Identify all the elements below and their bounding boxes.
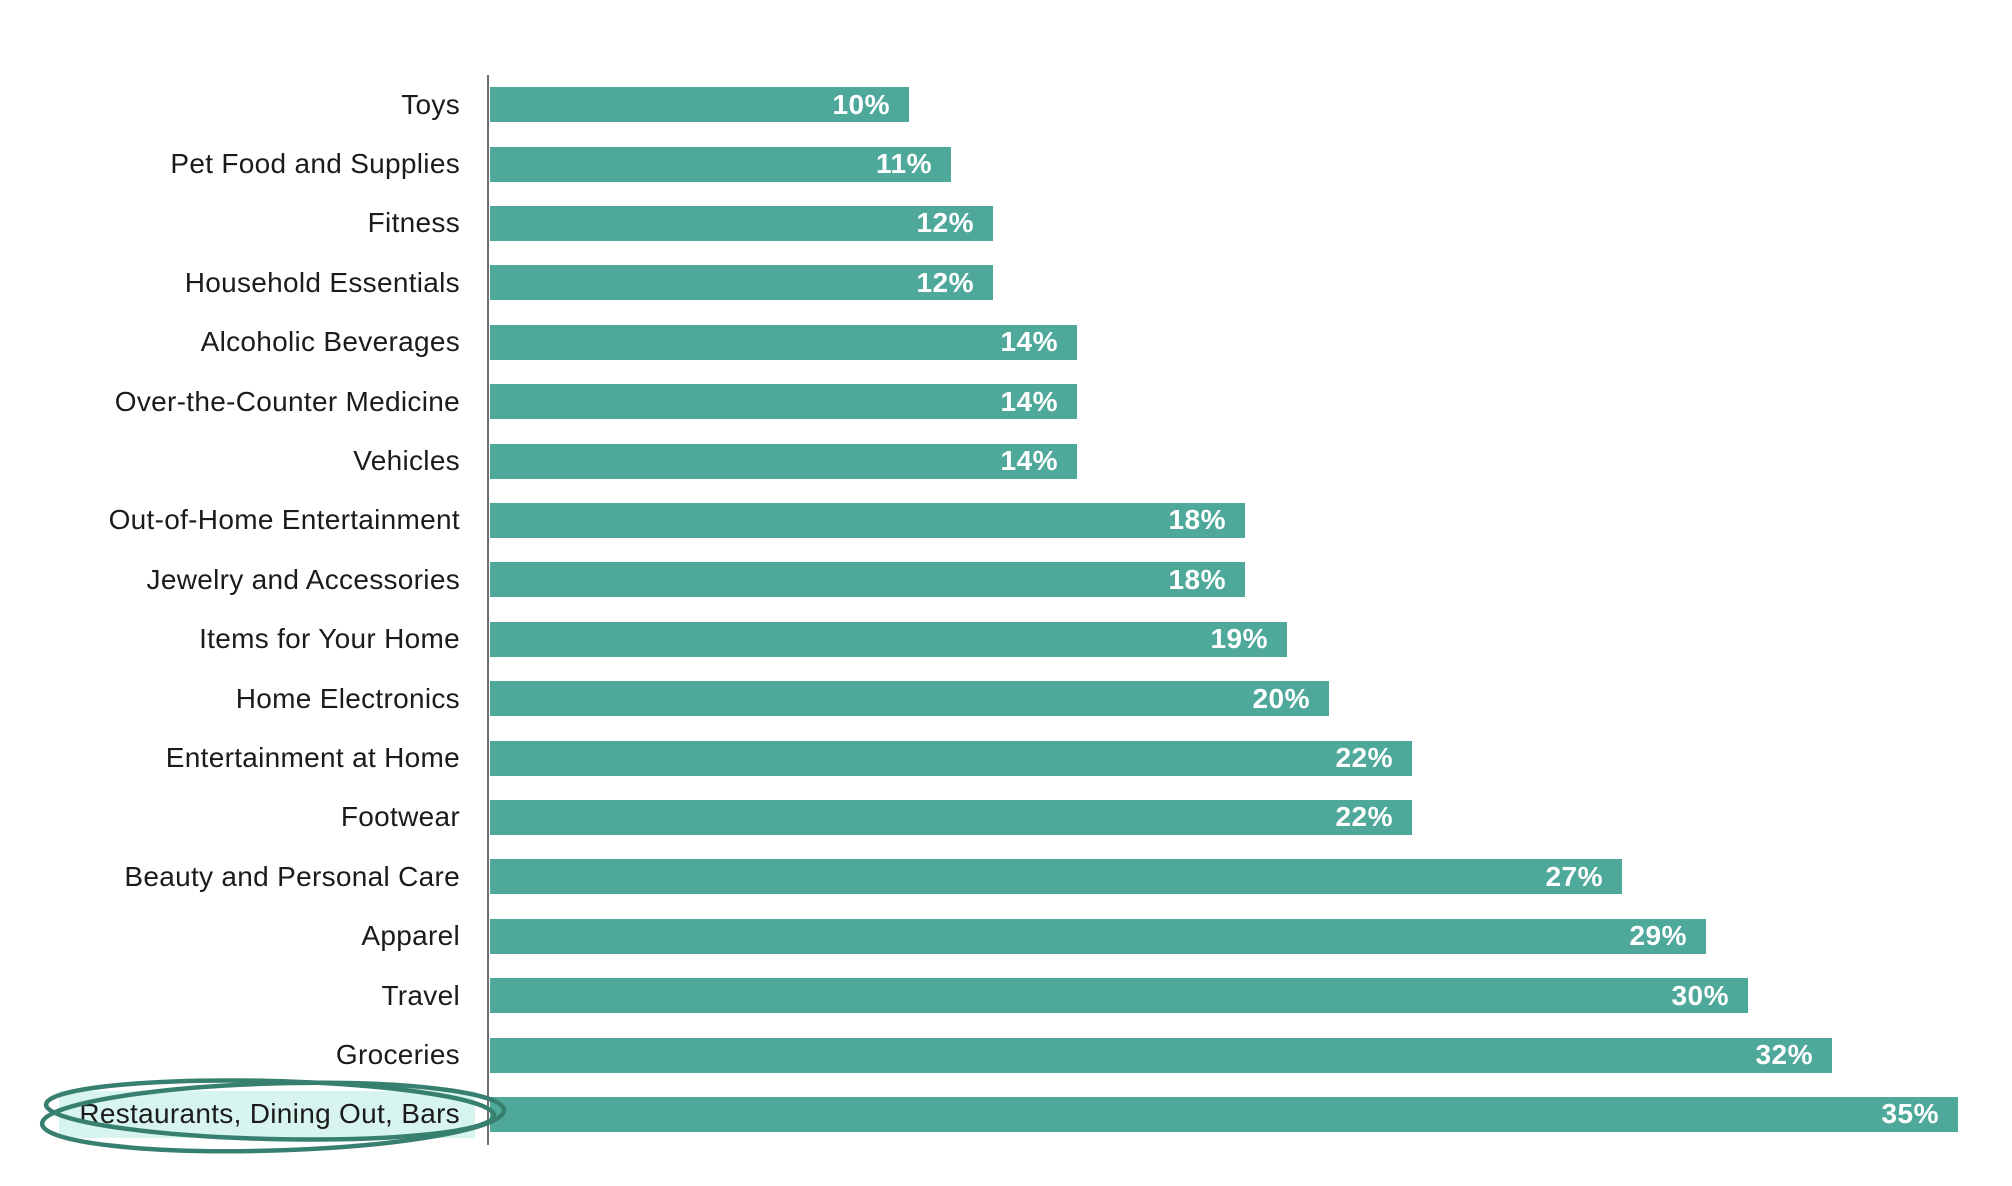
value-label: 14% [1000,326,1058,358]
bar-row: Beauty and Personal Care 27% [0,847,2012,906]
category-label: Vehicles [353,445,460,477]
bar: 35% [490,1096,1958,1132]
value-label: 14% [1000,385,1058,417]
bar: 12% [490,265,993,301]
bar: 18% [490,502,1245,538]
value-label: 22% [1335,801,1393,833]
value-label: 12% [916,207,974,239]
value-label: 18% [1168,563,1226,595]
bar: 20% [490,681,1329,717]
value-label: 32% [1755,1039,1813,1071]
bar-row: Items for Your Home 19% [0,610,2012,669]
bar: 32% [490,1037,1832,1073]
value-label: 29% [1629,920,1687,952]
bar-row: Travel 30% [0,966,2012,1025]
bar: 30% [490,978,1748,1014]
value-label: 18% [1168,504,1226,536]
bar: 14% [490,324,1077,360]
bar-row: Pet Food and Supplies 11% [0,134,2012,193]
bar-row: Toys 10% [0,75,2012,134]
value-label: 11% [876,148,932,180]
category-label: Groceries [335,1039,460,1071]
category-label: Entertainment at Home [165,742,460,774]
highlighted-category-label: Restaurants, Dining Out, Bars [59,1090,475,1138]
bar-row: Over-the-Counter Medicine 14% [0,372,2012,431]
bar: 22% [490,799,1412,835]
bar: 14% [490,384,1077,420]
bar: 29% [490,918,1706,954]
value-label: 19% [1210,623,1268,655]
category-label: Restaurants, Dining Out, Bars [0,1085,475,1144]
bar: 12% [490,205,993,241]
value-label: 14% [1000,445,1058,477]
category-label: Pet Food and Supplies [170,148,460,180]
bar-row: Fitness 12% [0,194,2012,253]
bar: 18% [490,562,1245,598]
value-label: 22% [1335,742,1393,774]
value-label: 12% [916,266,974,298]
bar: 19% [490,621,1287,657]
bar-row: Out-of-Home Entertainment 18% [0,491,2012,550]
bar-row: Groceries 32% [0,1025,2012,1084]
bar-row: Footwear 22% [0,788,2012,847]
bar-row: Jewelry and Accessories 18% [0,550,2012,609]
bar-row: Alcoholic Beverages 14% [0,313,2012,372]
category-label: Footwear [340,801,460,833]
bar-row: Entertainment at Home 22% [0,728,2012,787]
bar-row: Vehicles 14% [0,431,2012,490]
bar: 27% [490,859,1622,895]
category-label: Alcoholic Beverages [200,326,460,358]
bar-row: Household Essentials 12% [0,253,2012,312]
bar-row: Home Electronics 20% [0,669,2012,728]
category-label: Fitness [367,207,460,239]
value-label: 20% [1252,682,1310,714]
bar: 10% [490,87,909,123]
category-label: Apparel [361,920,460,952]
category-label: Beauty and Personal Care [124,860,460,892]
bar-row: Restaurants, Dining Out, Bars 35% [0,1085,2012,1144]
bar-rows-container: Toys 10% Pet Food and Supplies 11% Fitness 12… [0,75,2012,1145]
bar-row: Apparel 29% [0,907,2012,966]
bar: 22% [490,740,1412,776]
bar: 11% [490,146,951,182]
value-label: 10% [832,88,890,120]
category-label: Toys [401,88,460,120]
category-label: Travel [381,979,460,1011]
bar: 14% [490,443,1077,479]
category-label: Over-the-Counter Medicine [114,385,460,417]
category-label: Out-of-Home Entertainment [108,504,460,536]
y-axis-line [487,75,489,1145]
category-label: Jewelry and Accessories [146,563,460,595]
category-label: Household Essentials [184,266,460,298]
value-label: 27% [1545,860,1603,892]
category-label: Items for Your Home [199,623,460,655]
category-label: Home Electronics [235,682,460,714]
value-label: 30% [1671,979,1729,1011]
value-label: 35% [1881,1098,1939,1130]
